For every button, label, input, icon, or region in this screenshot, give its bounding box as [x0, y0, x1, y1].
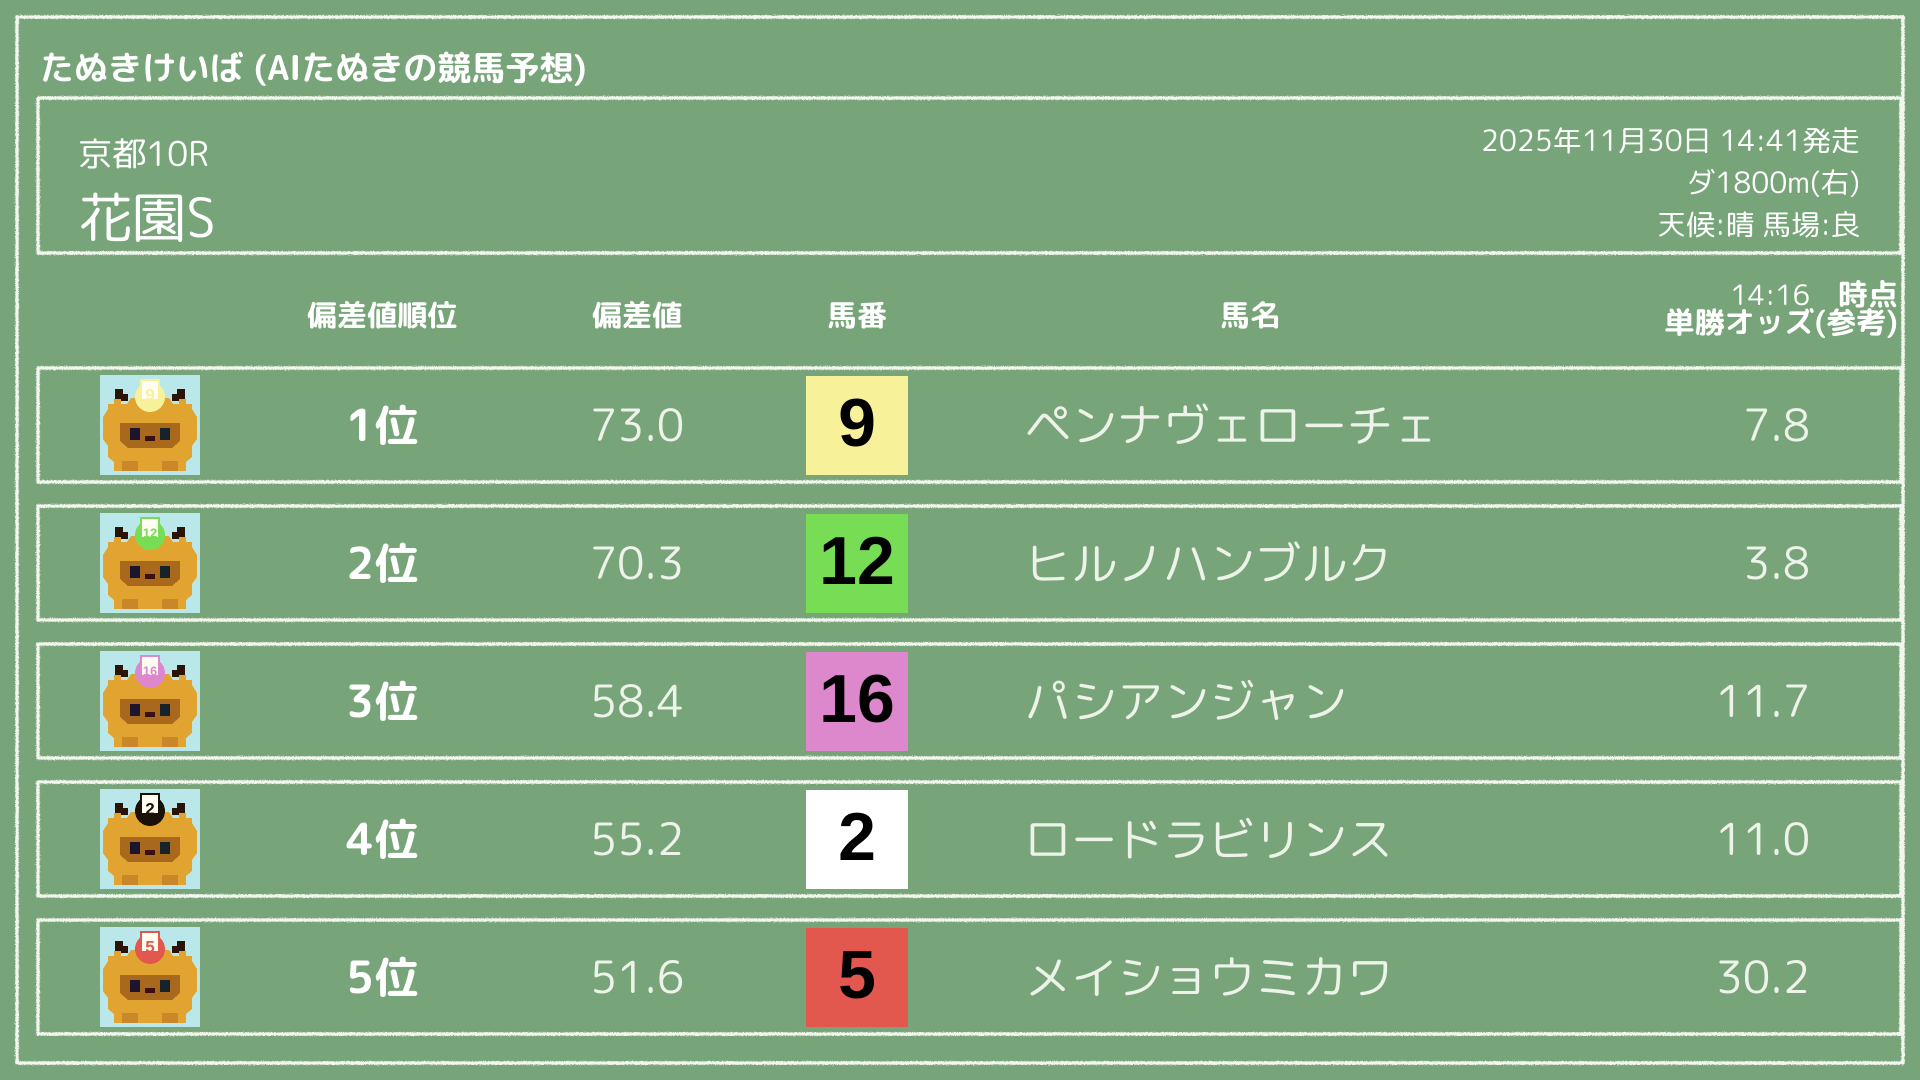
svg-text:2: 2 — [145, 799, 154, 818]
svg-text:9: 9 — [145, 385, 154, 404]
svg-text:5: 5 — [145, 937, 154, 956]
svg-text:16: 16 — [143, 663, 157, 678]
svg-text:12: 12 — [143, 525, 157, 540]
